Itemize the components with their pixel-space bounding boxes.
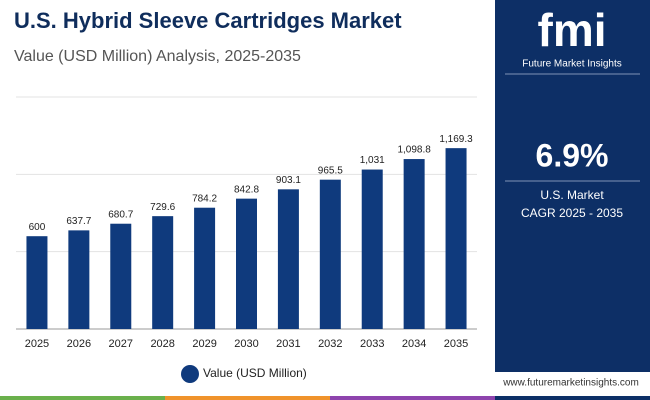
x-tick-label: 2031 (276, 338, 300, 350)
bar (194, 207, 216, 329)
bar (403, 159, 425, 329)
bar (445, 148, 467, 329)
cagr-label: CAGR 2025 - 2035 (521, 206, 623, 220)
legend-swatch (181, 365, 199, 383)
footer-strip (0, 396, 165, 400)
value-label: 680.7 (108, 209, 133, 220)
brand: Future Market Insights (522, 59, 621, 70)
x-tick-label: 2030 (234, 338, 258, 350)
legend-label: Value (USD Million) (203, 366, 307, 380)
x-tick-label: 2026 (67, 338, 91, 350)
x-tick-label: 2029 (192, 338, 216, 350)
cagr-value: 6.9% (536, 137, 609, 173)
value-label: 600 (29, 222, 46, 233)
value-label: 842.8 (234, 184, 259, 195)
footer-strip (495, 396, 650, 400)
side-panel (495, 0, 650, 372)
value-label: 784.2 (192, 193, 217, 204)
website: www.futuremarketinsights.com (502, 378, 639, 389)
bar (236, 198, 257, 329)
chart-subtitle: Value (USD Million) Analysis, 2025-2035 (14, 48, 301, 65)
logo: fmi (538, 4, 607, 56)
value-label: 1,098.8 (397, 145, 431, 156)
value-label: 965.5 (318, 165, 343, 176)
chart-title: U.S. Hybrid Sleeve Cartridges Market (14, 8, 402, 33)
bar (110, 223, 132, 329)
x-tick-label: 2033 (360, 338, 384, 350)
x-tick-label: 2027 (109, 338, 133, 350)
bar (68, 230, 90, 329)
value-label: 729.6 (150, 202, 175, 213)
x-tick-label: 2025 (25, 338, 49, 350)
value-label: 637.7 (66, 216, 91, 227)
x-tick-label: 2035 (444, 338, 468, 350)
x-tick-label: 2034 (402, 338, 426, 350)
value-label: 1,169.3 (439, 134, 473, 145)
value-label: 903.1 (276, 175, 301, 186)
bar (361, 169, 383, 329)
x-tick-label: 2028 (150, 338, 174, 350)
bar (152, 216, 174, 329)
bar (26, 236, 48, 329)
bar (277, 189, 299, 329)
value-label: 1,031 (360, 155, 385, 166)
x-tick-label: 2032 (318, 338, 342, 350)
footer-strip (165, 396, 330, 400)
bar (319, 179, 341, 329)
footer-strip (330, 396, 495, 400)
market-label: U.S. Market (540, 188, 604, 202)
